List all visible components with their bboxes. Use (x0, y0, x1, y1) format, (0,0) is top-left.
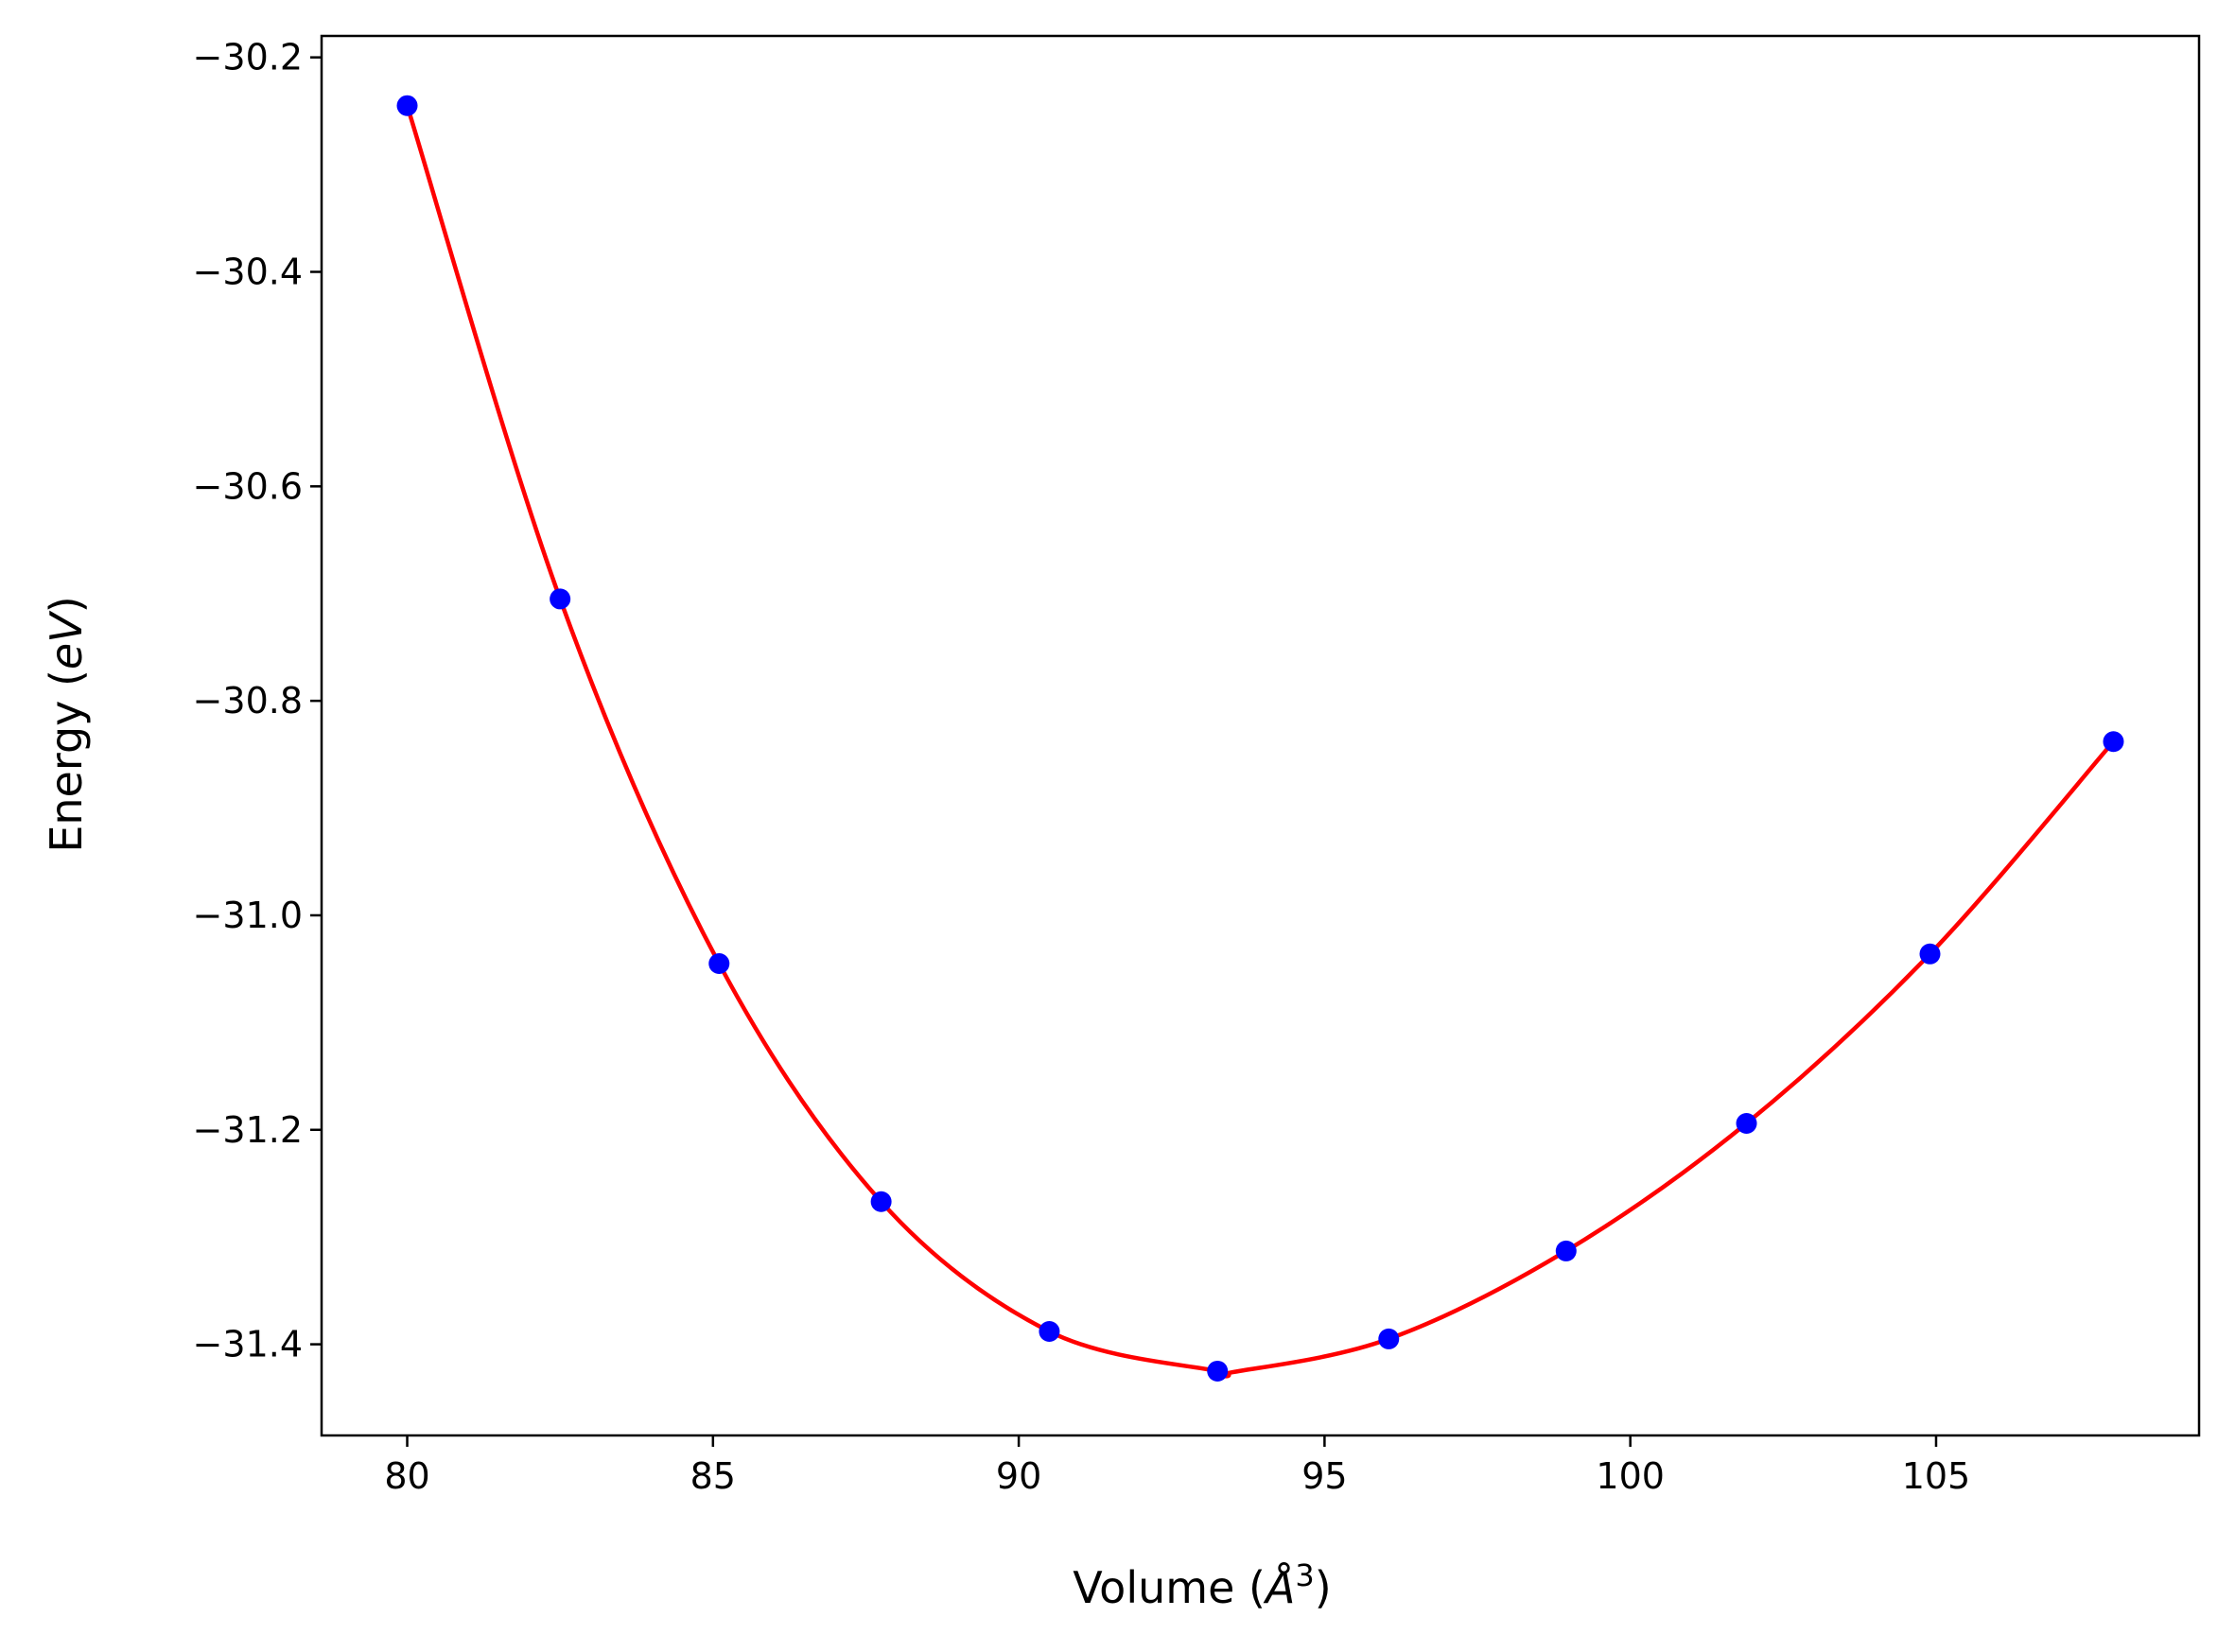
data-point (1919, 943, 1941, 965)
data-point (396, 95, 418, 116)
y-tick-label: −30.8 (193, 680, 303, 722)
data-point (870, 1191, 892, 1212)
data-point (1378, 1328, 1400, 1349)
y-tick-label: −31.4 (193, 1324, 303, 1365)
x-axis-label: Volume (Å3) (1073, 1557, 1331, 1613)
y-tick-label: −30.4 (193, 252, 303, 293)
x-tick-label: 100 (1596, 1455, 1665, 1497)
x-tick-label: 80 (384, 1455, 429, 1497)
data-point (708, 952, 730, 974)
y-tick-label: −31.2 (193, 1109, 303, 1151)
data-point (550, 588, 571, 610)
axes-frame (320, 34, 2201, 1437)
y-tick-label: −30.6 (193, 465, 303, 507)
y-axis-label: Energy (eV) (41, 596, 92, 852)
y-tick-label: −30.2 (193, 37, 303, 78)
x-tick-label: 95 (1301, 1455, 1347, 1497)
data-point (2103, 731, 2124, 753)
x-axis-ticks: 80 85 90 95 100 105 (384, 1435, 1970, 1497)
plot-area (396, 95, 2124, 1382)
x-tick-label: 90 (996, 1455, 1041, 1497)
data-point (1736, 1112, 1757, 1134)
y-tick-label: −31.0 (193, 895, 303, 936)
data-point (1039, 1320, 1060, 1342)
data-point (1555, 1240, 1577, 1261)
x-tick-label: 105 (1902, 1455, 1971, 1497)
y-axis-ticks: −30.2 −30.4 −30.6 −30.8 −31.0 −31.2 −31.4 (193, 37, 322, 1365)
x-tick-label: 85 (690, 1455, 736, 1497)
data-point (1207, 1360, 1229, 1382)
